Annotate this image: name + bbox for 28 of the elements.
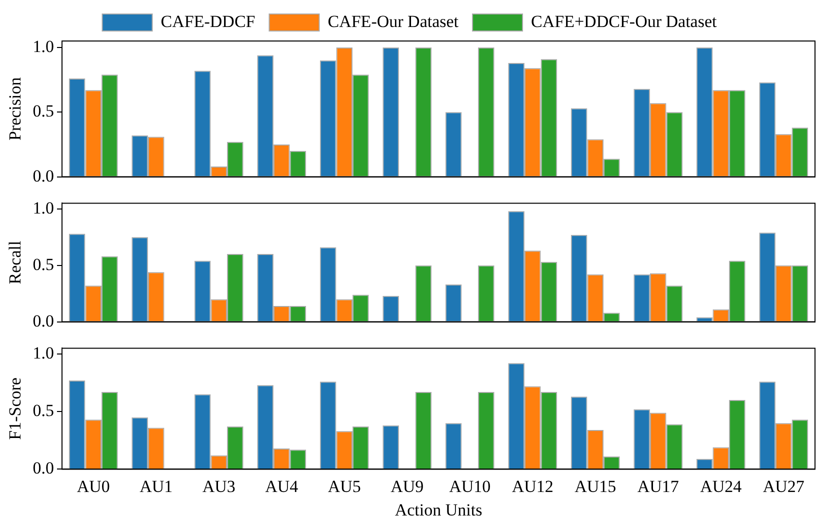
x-tick-label: AU15 [574,476,616,496]
x-tick-label: AU12 [512,476,554,496]
x-tick-label: AU17 [637,476,680,496]
x-tick-label: AU5 [328,476,361,496]
y-axis-title: Precision [6,76,25,141]
y-tick-label: 0.0 [32,311,54,330]
legend-label: CAFE+DDCF-Our Dataset [531,12,718,31]
x-tick-label: AU0 [76,476,110,496]
y-tick-label: 1.0 [32,198,54,218]
x-tick-label: AU1 [140,476,173,496]
legend-label: CAFE-Our Dataset [328,12,459,31]
y-tick-label: 0.5 [32,401,54,420]
x-tick-label: AU4 [265,476,299,496]
x-axis-title: Action Units [394,500,482,520]
y-tick-label: 1.0 [32,343,54,362]
y-axis-title: Recall [6,240,25,284]
y-tick-label: 0.5 [32,102,54,121]
x-tick-label: AU9 [390,476,424,496]
y-tick-label: 0.5 [32,254,54,274]
y-tick-label: 1.0 [32,36,54,56]
y-tick-label: 0.0 [32,458,54,478]
x-tick-label: AU24 [700,476,742,496]
x-tick-label: AU3 [202,476,236,496]
legend-label: CAFE-DDCF [160,12,256,31]
x-tick-label: AU10 [449,476,491,496]
y-tick-label: 0.0 [32,166,54,186]
y-axis-title: F1-Score [6,378,25,440]
x-tick-label: AU27 [762,476,805,496]
